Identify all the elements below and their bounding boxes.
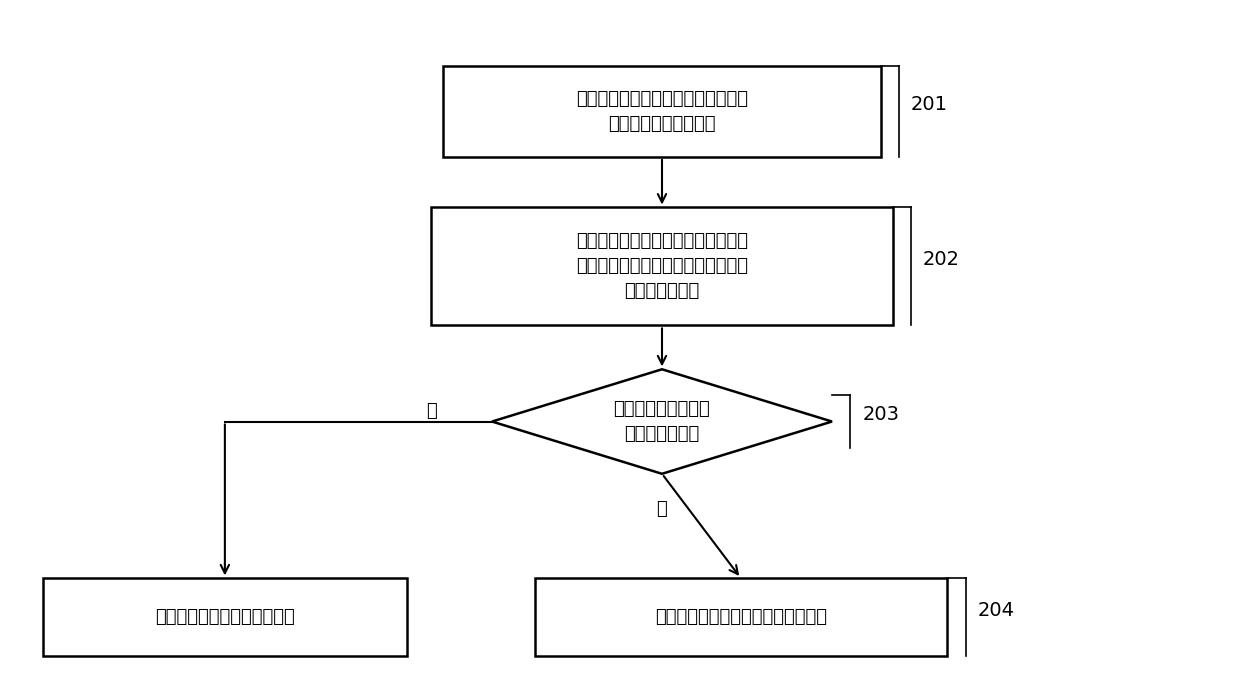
- Text: 电池控制器获取在当前放电电流及当
前配置的额定容量下，经过不同放电
时间的理论电压: 电池控制器获取在当前放电电流及当 前配置的额定容量下，经过不同放电 时间的理论电…: [576, 233, 748, 301]
- Text: 电池控制器测量并记录电池经过不同
放电时间时的实际电压: 电池控制器测量并记录电池经过不同 放电时间时的实际电压: [576, 90, 748, 133]
- Bar: [431, 208, 892, 325]
- Text: 204: 204: [978, 601, 1015, 620]
- Polygon shape: [492, 369, 831, 474]
- Text: 203: 203: [862, 405, 900, 424]
- Text: 202: 202: [923, 250, 960, 269]
- Bar: [42, 579, 406, 656]
- Text: 是: 是: [657, 500, 668, 518]
- Text: 对电池当前配置的额定容量进行修正: 对电池当前配置的额定容量进行修正: [655, 608, 826, 626]
- Bar: [534, 579, 948, 656]
- Text: 判断绝对值误差是否
符合预设的规则: 判断绝对值误差是否 符合预设的规则: [613, 400, 710, 443]
- Bar: [444, 66, 881, 157]
- Text: 否: 否: [426, 402, 436, 420]
- Text: 201: 201: [911, 95, 948, 114]
- Text: 电池当前配置的额定容量正确: 电池当前配置的额定容量正确: [155, 608, 295, 626]
